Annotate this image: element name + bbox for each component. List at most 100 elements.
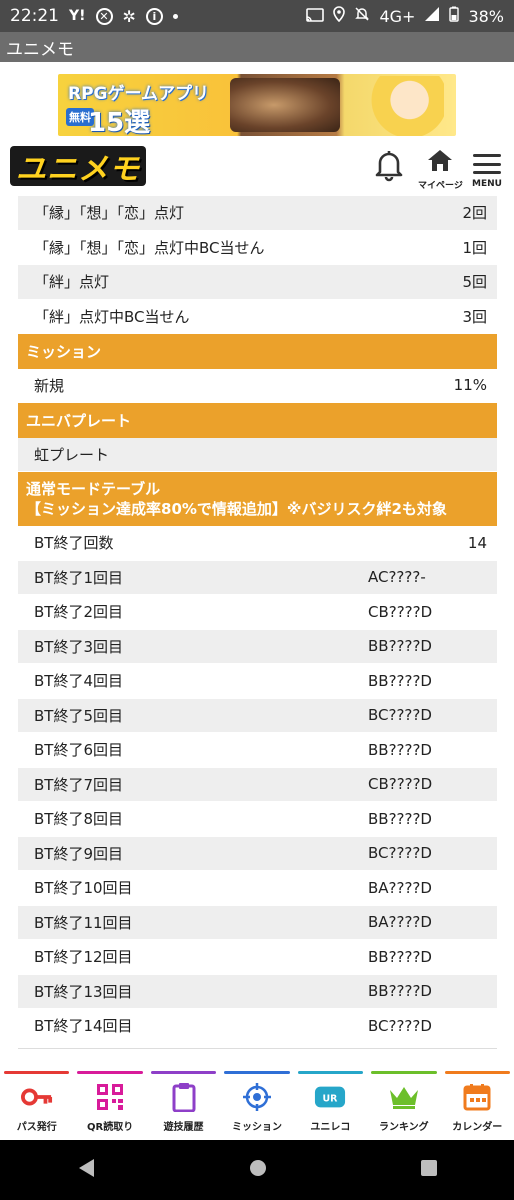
table-row: BT終了8回目 BB????D: [18, 802, 497, 837]
table-row: BT終了10回目 BA????D: [18, 871, 497, 906]
nav-color-bar: [150, 1071, 217, 1074]
notification-dot-icon: [172, 13, 178, 19]
bell-icon: [374, 148, 404, 186]
row-label: BT終了14回目: [34, 1017, 133, 1036]
location-icon: [333, 6, 346, 26]
row-code: BA????D: [368, 878, 432, 897]
row-value: 11%: [453, 376, 487, 395]
row-code: CB????D: [368, 775, 433, 794]
mypage-button[interactable]: マイページ: [418, 148, 463, 191]
section-subtitle: 【ミッション達成率80%で情報追加】※バジリスク絆2も対象: [26, 500, 447, 518]
nav-color-bar: [444, 1071, 510, 1074]
row-label: BT終了12回目: [34, 948, 133, 967]
table-row: 「縁」「想」「恋」点灯 2回: [18, 196, 497, 231]
nav-pass-issue[interactable]: パス発行: [0, 1068, 73, 1140]
banner-line1: RPGゲームアプリ: [68, 84, 209, 104]
app-title: ユニメモ: [6, 39, 74, 60]
clipboard-icon: [168, 1082, 200, 1112]
row-label: 「縁」「想」「恋」点灯: [34, 204, 185, 223]
cast-icon: [306, 7, 325, 26]
logo-text: ユニメモ: [16, 152, 140, 187]
row-label: BT終了5回目: [34, 706, 123, 725]
section-header-mission: ミッション: [18, 334, 497, 369]
yahoo-icon: Y!: [69, 8, 86, 24]
row-label: BT終了11回目: [34, 913, 133, 932]
row-code: BB????D: [368, 637, 432, 656]
nav-color-bar: [224, 1071, 290, 1074]
menu-button[interactable]: MENU: [472, 148, 502, 189]
table-row: BT終了回数 14: [18, 526, 497, 561]
notification-button[interactable]: [374, 148, 404, 186]
status-bar: 22:21 Y! ✕ ✲ i 4G+ 38%: [0, 0, 514, 32]
table-row: 「絆」点灯中BC当せん 3回: [18, 299, 497, 334]
section-title: 通常モードテーブル: [26, 480, 161, 498]
row-code: BC????D: [368, 706, 432, 725]
network-type: 4G+: [379, 6, 416, 26]
ad-banner[interactable]: RPGゲームアプリ 無料 15選: [58, 74, 456, 136]
banner-line2: 15選: [88, 108, 151, 136]
row-value: 2回: [462, 204, 487, 223]
table-row: 新規 11%: [18, 368, 497, 403]
table-row: BT終了7回目 CB????D: [18, 767, 497, 802]
svg-text:UR: UR: [323, 1094, 339, 1105]
row-code: BB????D: [368, 740, 432, 759]
data-table: 「縁」「想」「恋」点灯 2回 「縁」「想」「恋」点灯中BC当せん 1回 「絆」点…: [18, 196, 497, 1044]
row-code: BC????D: [368, 1016, 432, 1035]
close-circle-icon: ✕: [95, 7, 113, 25]
table-row: 「絆」点灯 5回: [18, 265, 497, 300]
row-label: BT終了1回目: [34, 568, 123, 587]
mypage-label: マイページ: [418, 181, 463, 191]
row-label: BT終了8回目: [34, 810, 123, 829]
nav-ranking[interactable]: ランキング: [367, 1068, 440, 1140]
battery-percent: 38%: [468, 6, 504, 26]
row-value: 14: [467, 533, 487, 552]
table-row: BT終了9回目 BC????D: [18, 836, 497, 871]
nav-label: カレンダー: [452, 1122, 503, 1133]
table-row: BT終了12回目 BB????D: [18, 940, 497, 975]
menu-label: MENU: [472, 179, 502, 189]
nav-qr-read[interactable]: QR読取り: [73, 1068, 146, 1140]
status-time: 22:21: [10, 6, 59, 26]
nav-unireco[interactable]: UR ユニレコ: [294, 1068, 367, 1140]
back-icon[interactable]: [76, 1157, 96, 1183]
battery-icon: [449, 6, 460, 26]
row-code: BB????D: [368, 671, 432, 690]
signal-icon: [424, 6, 440, 26]
nav-label: 遊技履歴: [163, 1122, 204, 1133]
row-value: 5回: [462, 273, 487, 292]
unireco-icon: UR: [314, 1082, 346, 1112]
nav-mission[interactable]: ミッション: [220, 1068, 293, 1140]
table-row: BT終了3回目 BB????D: [18, 629, 497, 664]
banner-character-image: [358, 76, 444, 136]
nav-play-history[interactable]: 遊技履歴: [147, 1068, 220, 1140]
site-header: ユニメモ マイページ MENU: [0, 140, 514, 196]
table-row: BT終了13回目 BB????D: [18, 974, 497, 1009]
nav-label: ユニレコ: [310, 1122, 351, 1133]
nav-calendar[interactable]: カレンダー: [441, 1068, 514, 1140]
banner-badge: 無料: [66, 108, 94, 126]
row-label: 新規: [34, 376, 65, 395]
nav-label: ランキング: [378, 1122, 429, 1133]
crown-icon: [388, 1082, 420, 1112]
recents-icon[interactable]: [420, 1159, 438, 1181]
row-label: BT終了9回目: [34, 844, 123, 863]
row-code: BA????D: [368, 913, 432, 932]
table-row: 虹プレート: [18, 437, 497, 472]
row-value: 1回: [462, 238, 487, 257]
divider: [18, 1048, 497, 1049]
row-code: BB????D: [368, 982, 432, 1001]
section-header-plate: ユニバプレート: [18, 403, 497, 438]
row-code: BB????D: [368, 809, 432, 828]
row-label: BT終了4回目: [34, 672, 123, 691]
home-circle-icon[interactable]: [248, 1158, 268, 1182]
banner-monster-image: [230, 78, 340, 132]
site-logo[interactable]: ユニメモ: [10, 146, 146, 187]
row-label: BT終了回数: [34, 534, 114, 553]
table-row: 「縁」「想」「恋」点灯中BC当せん 1回: [18, 230, 497, 265]
row-value: 3回: [462, 307, 487, 326]
row-label: BT終了2回目: [34, 603, 123, 622]
row-code: AC????-: [368, 568, 426, 587]
row-label: BT終了6回目: [34, 741, 123, 760]
home-icon: [427, 148, 453, 176]
table-row: BT終了11回目 BA????D: [18, 905, 497, 940]
